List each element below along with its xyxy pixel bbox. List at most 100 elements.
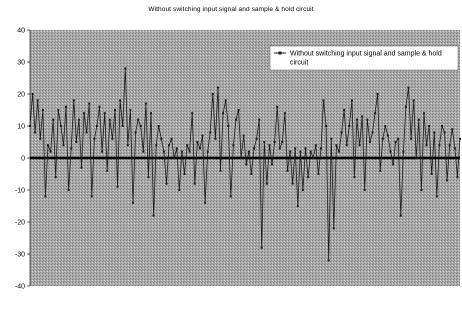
data-point [222,112,225,115]
data-point [232,144,235,147]
data-point [459,137,461,140]
data-point [129,109,132,111]
data-point [374,112,376,115]
y-tick-label: -30 [15,252,25,259]
data-point [209,131,212,134]
data-point [137,118,140,121]
data-point [191,112,194,115]
data-point [36,99,39,102]
data-point [410,137,413,140]
data-point [304,147,307,150]
data-point [62,144,65,147]
data-point [356,118,358,121]
data-point [448,144,451,147]
data-point [379,169,382,172]
data-point [451,128,454,131]
data-point [407,86,410,89]
data-point [186,144,189,147]
data-point [124,67,127,70]
data-point [381,137,384,140]
data-point [240,157,243,159]
data-point [108,118,111,121]
data-point [271,163,273,166]
data-point [67,189,70,191]
data-point [132,201,134,204]
data-point [242,134,245,137]
data-point [180,150,183,153]
data-point [250,173,253,175]
data-point [101,150,104,153]
data-point [415,157,418,159]
data-point [114,109,116,111]
data-point [193,182,196,185]
data-point [83,112,86,115]
data-point [134,131,137,134]
data-point [296,205,299,207]
data-point [235,118,237,121]
data-point [433,131,436,134]
data-point [263,141,266,143]
data-point [49,150,52,153]
data-point [227,125,230,127]
y-tick-label: 0 [21,156,25,163]
data-point [335,144,338,147]
data-point [412,99,415,102]
data-point [90,195,93,198]
data-point [75,141,78,143]
data-point [386,134,389,137]
data-point [332,227,335,230]
data-point [247,150,250,153]
data-point [198,147,201,150]
data-point [170,137,173,140]
y-tick-label: 30 [17,60,25,67]
data-point [402,150,405,153]
legend: Without switching input signal and sampl… [269,45,459,71]
data-point [327,259,330,262]
data-point [98,105,101,108]
data-point [224,99,227,102]
y-tick-label: -40 [15,284,25,291]
data-point [65,105,67,108]
data-point [368,141,371,143]
data-point [394,141,397,143]
data-point [392,163,395,166]
data-point [423,112,425,115]
data-point [343,109,346,111]
data-point [106,169,109,172]
data-point [85,131,88,134]
legend-label: Without switching input signal and sampl… [290,51,442,58]
data-point [438,144,441,147]
data-point [338,150,340,153]
data-point [291,182,294,185]
data-point [312,157,315,159]
legend-box [269,45,459,71]
data-point [41,109,44,111]
data-point [39,137,42,140]
data-point [47,144,49,147]
data-point [340,131,343,134]
data-point [245,163,248,166]
data-point [446,179,449,182]
data-point [178,189,181,191]
data-point [314,144,317,147]
data-point [214,137,217,140]
data-point [268,144,271,147]
data-point [320,147,322,150]
data-point [165,182,168,185]
data-point [155,144,158,147]
data-point [111,137,114,140]
data-point [322,99,325,102]
data-point [31,93,34,95]
data-point [175,147,178,150]
data-point [397,137,400,140]
data-point [325,125,328,127]
data-point [162,150,165,153]
data-point [121,125,124,127]
data-point [348,125,351,127]
data-point [147,176,150,179]
data-point [294,147,297,150]
data-point [330,137,333,140]
y-axis: 40 30 20 10 0 -10 -20 -30 -40 [15,28,31,291]
y-tick-label: 40 [17,28,25,35]
